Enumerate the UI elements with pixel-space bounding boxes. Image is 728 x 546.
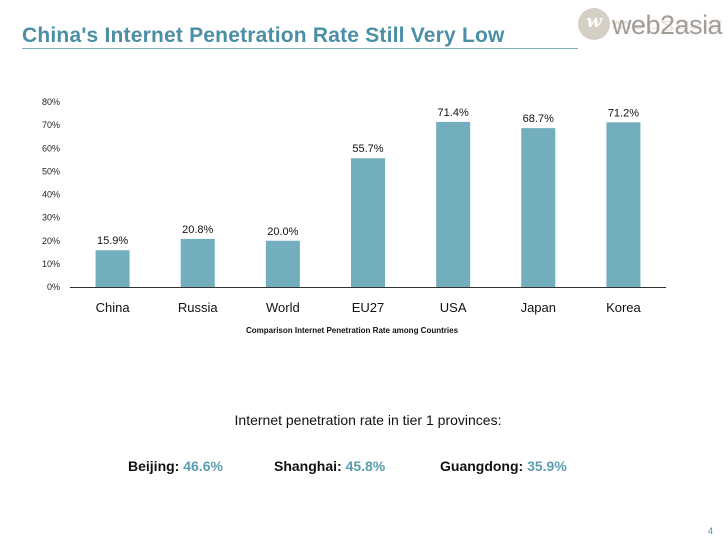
x-tick-label: Russia (178, 300, 219, 315)
x-tick-label: World (266, 300, 300, 315)
x-tick-label: USA (440, 300, 467, 315)
y-tick-label: 0% (47, 282, 60, 292)
title-divider (22, 48, 578, 49)
y-tick-label: 10% (42, 259, 60, 269)
x-tick-label: EU27 (352, 300, 385, 315)
x-tick-label: China (96, 300, 131, 315)
y-tick-label: 80% (42, 97, 60, 107)
province-name: Beijing: (128, 458, 180, 474)
bar-china (95, 250, 130, 287)
web2asia-logo: w web2asia web2asia (578, 6, 723, 52)
province-guangdong: Guangdong: 35.9% (440, 458, 567, 474)
y-tick-label: 70% (42, 120, 60, 130)
data-label: 55.7% (352, 143, 383, 155)
x-tick-label: Japan (521, 300, 556, 315)
province-shanghai: Shanghai: 45.8% (274, 458, 385, 474)
y-tick-label: 40% (42, 190, 60, 200)
province-value: 45.8% (345, 458, 386, 474)
bar-eu27 (351, 158, 385, 287)
data-label: 15.9% (97, 235, 128, 247)
provinces-heading: Internet penetration rate in tier 1 prov… (234, 412, 502, 428)
province-name: Shanghai: (274, 458, 342, 474)
bar-world (265, 240, 300, 287)
bar-russia (180, 238, 215, 287)
penetration-bar-chart: 0% 10% 20% 30% 40% 50% 60% 70% 80% 15.9% China 20.8… (42, 97, 666, 335)
data-label: 20.8% (182, 224, 213, 236)
bar-japan (521, 128, 556, 287)
data-label: 71.4% (438, 107, 469, 119)
province-name: Guangdong: (440, 458, 524, 474)
y-tick-label: 30% (42, 213, 60, 223)
data-label: 20.0% (267, 226, 298, 238)
y-tick-label: 60% (42, 143, 60, 153)
data-label: 68.7% (523, 113, 554, 125)
slide-title: China's Internet Penetration Rate Still … (22, 24, 505, 47)
province-value: 35.9% (527, 458, 567, 474)
y-tick-label: 20% (42, 236, 60, 246)
x-tick-label: Korea (606, 300, 641, 315)
logo-mark-icon: w (578, 8, 610, 40)
page-number: 4 (707, 526, 713, 536)
logo-text: web2asia (612, 10, 723, 40)
bar-usa (436, 121, 471, 287)
chart-caption: Comparison Internet Penetration Rate amo… (246, 326, 459, 335)
province-value: 46.6% (183, 458, 223, 474)
logo-reflection: web2asia (612, 17, 723, 35)
data-label: 71.2% (608, 107, 639, 119)
bar-korea (606, 122, 641, 287)
y-tick-label: 50% (42, 166, 60, 176)
province-beijing: Beijing: 46.6% (128, 458, 223, 474)
